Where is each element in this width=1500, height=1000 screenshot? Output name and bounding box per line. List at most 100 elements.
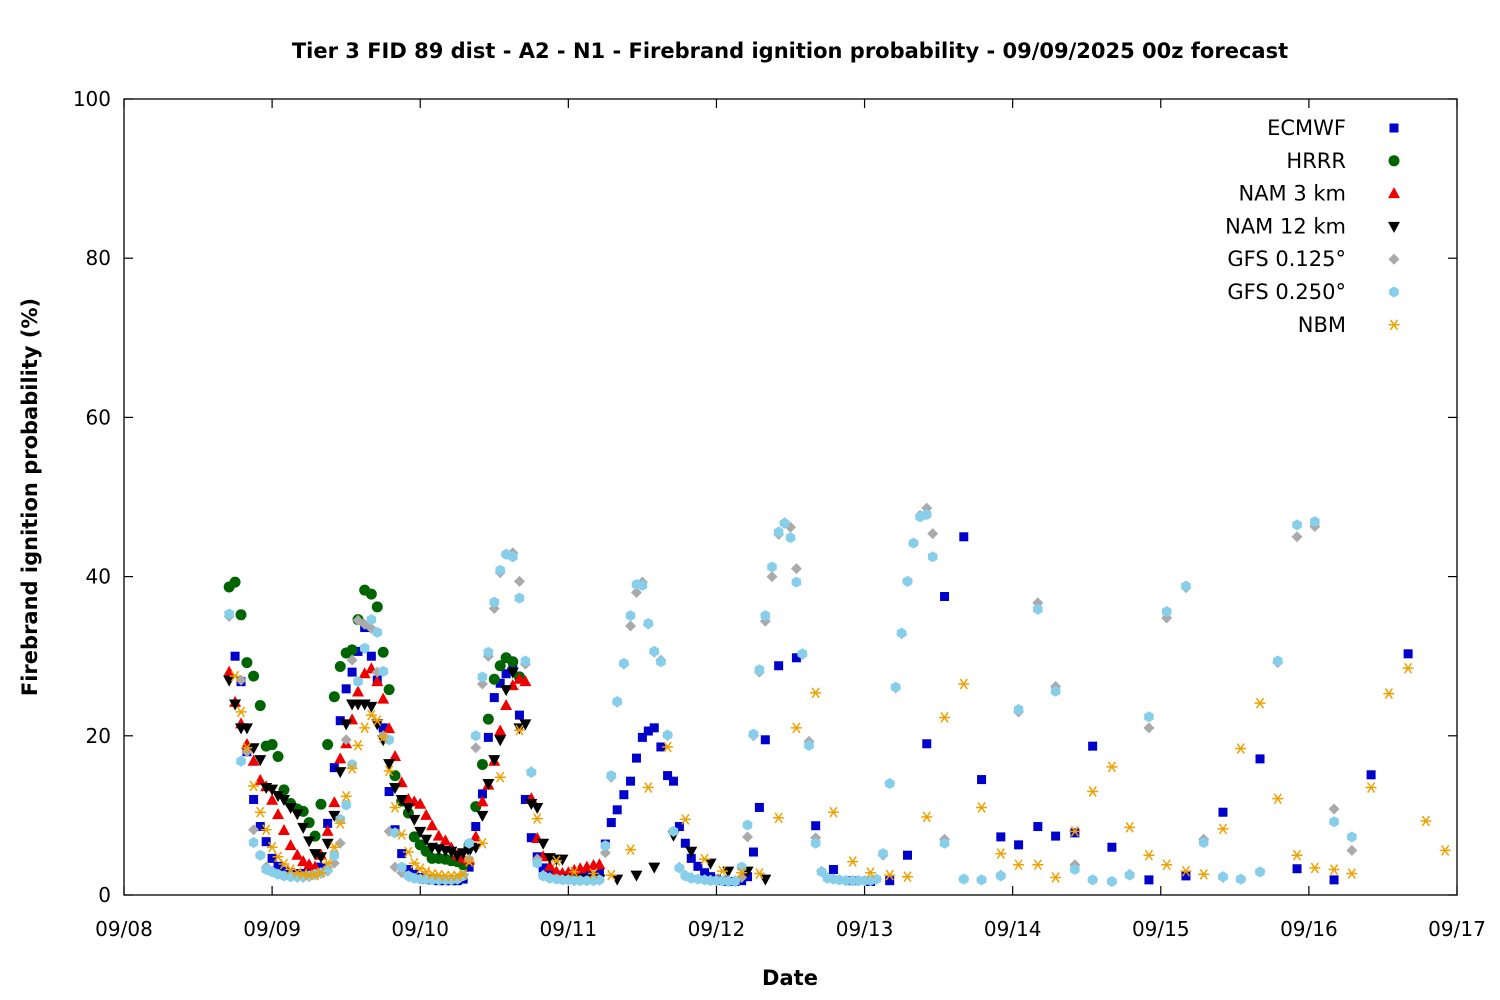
data-point (488, 673, 500, 685)
data-point (358, 667, 371, 679)
data-point (378, 723, 388, 733)
data-point (235, 674, 247, 686)
data-point (797, 648, 808, 660)
data-point (526, 766, 537, 778)
data-point (482, 713, 494, 725)
data-point (520, 794, 530, 804)
data-point (871, 873, 882, 885)
data-point (229, 576, 241, 588)
data-point (754, 802, 764, 812)
data-point (328, 810, 341, 822)
data-point (568, 866, 580, 878)
data-point (403, 865, 413, 875)
data-point (389, 749, 402, 761)
data-point (827, 806, 839, 818)
data-point (476, 758, 488, 770)
data-point (1124, 821, 1136, 833)
data-point (267, 853, 277, 863)
data-point (884, 869, 896, 881)
data-point (531, 802, 544, 814)
axes: 09/08 09/09 09/10 09/11 09/12 09/13 09/14 09/15… (73, 87, 1486, 941)
chart-title: Tier 3 FID 89 dist - A2 - N1 - Firebrand… (292, 39, 1288, 63)
data-point (1365, 782, 1377, 793)
data-point (1161, 859, 1173, 871)
data-point (241, 657, 253, 669)
data-point (791, 653, 801, 663)
data-point (1143, 722, 1155, 734)
data-point (402, 846, 414, 858)
data-point (699, 853, 711, 865)
data-point (648, 862, 661, 874)
data-point (662, 729, 673, 741)
data-point (420, 834, 433, 846)
data-point (248, 780, 260, 792)
data-point (1383, 688, 1395, 700)
data-point (335, 813, 346, 825)
legend-entry: NBM (1298, 313, 1400, 337)
data-point (247, 754, 260, 766)
data-point (389, 802, 401, 813)
data-point (1087, 874, 1098, 886)
data-point (272, 808, 285, 820)
data-point (1032, 859, 1044, 871)
data-point (885, 876, 895, 886)
data-point (395, 794, 408, 806)
data-point (637, 732, 647, 742)
data-point (476, 795, 489, 807)
data-point (347, 667, 357, 677)
data-point (353, 676, 363, 688)
data-point (543, 859, 556, 871)
data-point (668, 776, 678, 786)
data-point (656, 742, 666, 752)
data-point (884, 778, 895, 790)
data-point (328, 691, 340, 703)
legend-marker (1388, 187, 1400, 199)
data-point (537, 838, 550, 850)
data-point (903, 850, 913, 860)
x-axis-label: Date (762, 966, 818, 990)
data-point (1235, 743, 1247, 754)
data-point (464, 862, 474, 872)
y-tick-label: 0 (98, 883, 111, 907)
data-point (383, 765, 395, 777)
data-point (790, 563, 802, 575)
legend-entry: GFS 0.250° (1227, 280, 1399, 304)
data-point (1088, 741, 1098, 751)
data-point (297, 822, 310, 834)
data-point (1181, 580, 1191, 592)
data-point (426, 868, 438, 880)
data-point (414, 797, 427, 809)
data-point (902, 575, 913, 587)
data-point (939, 837, 950, 849)
data-point (1291, 849, 1303, 861)
data-point (334, 837, 346, 849)
legend: ECMWF HRRR NAM 3 km NAM 12 km GFS 0.125° GFS … (1225, 116, 1400, 337)
data-point (224, 608, 234, 620)
data-point (908, 537, 919, 549)
data-point (477, 671, 488, 683)
data-point (506, 667, 519, 679)
data-point (278, 858, 290, 870)
data-point (599, 847, 611, 859)
data-point (1106, 761, 1118, 773)
data-point (396, 861, 407, 873)
legend-marker (1388, 319, 1400, 331)
data-point (1181, 871, 1191, 881)
data-point (489, 596, 500, 608)
data-point (606, 818, 616, 828)
data-point (1198, 836, 1209, 848)
data-point (1309, 862, 1321, 874)
data-point (1254, 697, 1266, 709)
data-point (230, 651, 240, 661)
data-point (958, 678, 970, 690)
data-point (550, 855, 562, 867)
data-point (619, 657, 629, 669)
data-point (248, 670, 260, 682)
data-point (790, 722, 802, 734)
data-point (322, 739, 334, 751)
data-point (1292, 864, 1302, 874)
data-point (1328, 803, 1340, 815)
data-point (335, 716, 345, 726)
data-point (463, 856, 475, 867)
data-point (810, 687, 822, 699)
